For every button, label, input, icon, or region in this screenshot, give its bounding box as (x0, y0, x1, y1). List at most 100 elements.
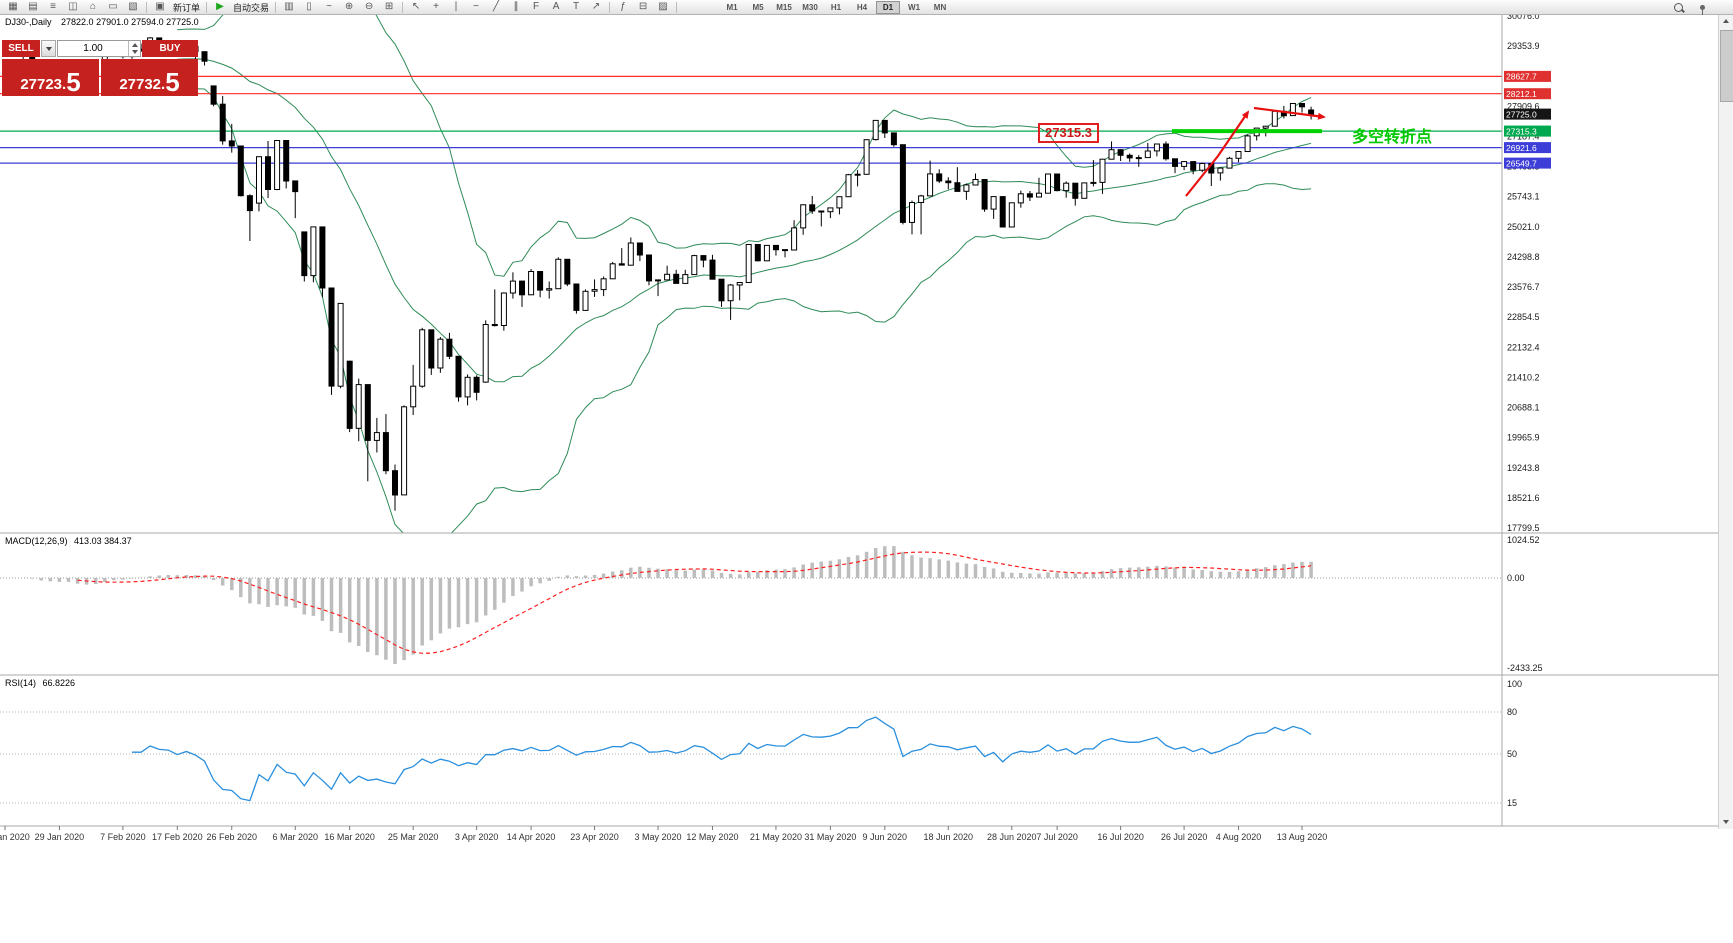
volume-increase-button[interactable] (129, 41, 140, 49)
new-order-icon[interactable]: ▣ (155, 1, 165, 12)
order-type-dropdown[interactable] (41, 40, 56, 57)
price-level-text-object[interactable]: 27315.3 (1038, 123, 1099, 143)
date-axis-label: 29 Jan 2020 (35, 832, 85, 842)
scroll-up-button[interactable] (1719, 14, 1733, 28)
rsi-name: RSI(14) (5, 678, 37, 688)
vertical-line-tool-icon[interactable]: ∣ (453, 1, 459, 12)
label-tool-icon[interactable]: T (572, 1, 580, 12)
volume-decrease-button[interactable] (129, 49, 140, 57)
macd-values: 413.03 384.37 (74, 536, 132, 546)
crosshair-tool-icon[interactable]: + (433, 1, 439, 12)
macd-axis-label: 0.00 (1507, 573, 1525, 583)
price-tag-28627.7: 28627.7 (1504, 70, 1551, 82)
candlestick-mode-icon[interactable]: ▯ (306, 1, 312, 12)
arrows-tool-icon[interactable]: ↗ (591, 1, 601, 12)
tile-windows-icon[interactable]: ⊞ (384, 1, 394, 12)
fibonacci-tool-icon[interactable]: F (532, 1, 540, 12)
date-axis-label: 21 May 2020 (750, 832, 802, 842)
market-watch-icon[interactable]: ≡ (50, 1, 56, 12)
volume-value[interactable]: 1.00 (83, 43, 103, 54)
zoom-out-icon[interactable]: ⊖ (364, 1, 374, 12)
buy-price-button[interactable]: 27732. 5 (101, 59, 198, 96)
timeframe-H4[interactable]: H4 (856, 2, 868, 12)
bollinger-upper-band (177, 14, 1312, 277)
scroll-down-button[interactable] (1719, 815, 1733, 829)
new-chart-icon[interactable]: ▦ (8, 1, 18, 12)
trend-up-arrow[interactable] (1185, 110, 1250, 197)
terminal-icon[interactable]: ▭ (108, 1, 118, 12)
bar-chart-mode-icon[interactable]: ▥ (284, 1, 294, 12)
price-axis-label: 21410.2 (1507, 372, 1540, 382)
volume-stepper (128, 41, 140, 56)
autotrading-label[interactable]: 自动交易 (233, 2, 270, 13)
volume-field[interactable]: 1.00 (57, 40, 141, 57)
strategy-tester-icon[interactable]: ▧ (128, 1, 138, 12)
sell-button[interactable]: SELL (2, 40, 40, 57)
turning-point-annotation[interactable]: 多空转折点 (1352, 129, 1433, 146)
ohlc-values: 27822.0 27901.0 27594.0 27725.0 (61, 17, 199, 27)
timeframe-M5[interactable]: M5 (752, 2, 764, 12)
timeframe-D1[interactable]: D1 (876, 0, 901, 14)
vertical-scrollbar[interactable] (1718, 14, 1733, 829)
chevron-down-icon (45, 46, 52, 51)
timeframe-W1[interactable]: W1 (908, 2, 921, 12)
date-axis-label: 7 Jul 2020 (1036, 832, 1078, 842)
date-axis-label: 14 Apr 2020 (507, 832, 556, 842)
date-axis-label: 6 Mar 2020 (272, 832, 318, 842)
rsi-line (132, 716, 1312, 802)
timeframe-MN[interactable]: MN (933, 2, 947, 12)
toolbar-separator (609, 1, 611, 13)
macd-indicator-label: MACD(12,26,9) 413.03 384.37 (5, 536, 136, 546)
scrollbar-thumb[interactable] (1720, 30, 1733, 102)
price-axis-label: 25743.1 (1507, 192, 1540, 202)
horizontal-line-tool-icon[interactable]: − (473, 1, 479, 12)
sell-price-button[interactable]: 27723. 5 (2, 59, 99, 96)
toolbar-separator (402, 1, 404, 13)
search-icon[interactable] (1668, 1, 1688, 13)
price-tag-27315.3: 27315.3 (1504, 125, 1551, 137)
profiles-icon[interactable]: ▤ (28, 1, 38, 12)
price-axis-label: 22132.4 (1507, 342, 1540, 352)
date-axis-label: 23 Apr 2020 (570, 832, 619, 842)
rsi-axis-label: 50 (1507, 749, 1517, 759)
date-axis-label: 3 May 2020 (635, 832, 682, 842)
sideways-arrow[interactable] (1253, 106, 1326, 120)
rsi-panel (0, 711, 1502, 804)
price-axis-label: 20688.1 (1507, 403, 1540, 413)
new-order-label[interactable]: 新订单 (173, 2, 201, 13)
trendline-tool-icon[interactable]: ╱ (493, 1, 500, 12)
navigator-icon[interactable]: ⌂ (89, 1, 97, 12)
timeframe-M30[interactable]: M30 (802, 2, 818, 12)
candles-layer (2, 37, 1315, 511)
rsi-axis-label: 15 (1507, 798, 1517, 808)
main-chart-area[interactable] (0, 0, 1502, 542)
bollinger-lower-band (177, 88, 1312, 533)
zoom-in-icon[interactable]: ⊕ (344, 1, 354, 12)
data-window-icon[interactable]: ◫ (68, 1, 78, 12)
price-axis-label: 19243.8 (1507, 463, 1540, 473)
price-tag-26921.6: 26921.6 (1504, 142, 1551, 154)
indicators-icon[interactable]: ƒ (620, 1, 626, 12)
autotrading-icon[interactable]: ▶ (216, 1, 224, 12)
date-axis-label: 4 Aug 2020 (1216, 832, 1262, 842)
date-axis-label: 28 Jun 2020 (987, 832, 1037, 842)
macd-axis-label: 1024.52 (1507, 535, 1540, 545)
price-axis-label: 27909.6 (1507, 101, 1540, 111)
bollinger-middle-band (177, 58, 1312, 383)
channel-tool-icon[interactable]: ∥ (513, 1, 519, 12)
buy-price-main: 27732. (119, 76, 166, 94)
timeframe-M15[interactable]: M15 (776, 2, 792, 12)
pin-icon[interactable] (1692, 1, 1712, 15)
price-tag-27725.0: 27725.0 (1504, 108, 1551, 120)
templates-icon[interactable]: ▨ (658, 1, 668, 12)
buy-button[interactable]: BUY (142, 40, 198, 57)
text-tool-icon[interactable]: A (552, 1, 560, 12)
timeframe-M1[interactable]: M1 (726, 2, 738, 12)
macd-signal-line (77, 551, 1312, 654)
date-axis-label: 12 May 2020 (686, 832, 738, 842)
indicator-window-icon[interactable]: ⊟ (638, 1, 648, 12)
cursor-tool-icon[interactable]: ↖ (411, 1, 421, 12)
timeframe-H1[interactable]: H1 (830, 2, 842, 12)
line-chart-mode-icon[interactable]: ~ (326, 1, 332, 12)
